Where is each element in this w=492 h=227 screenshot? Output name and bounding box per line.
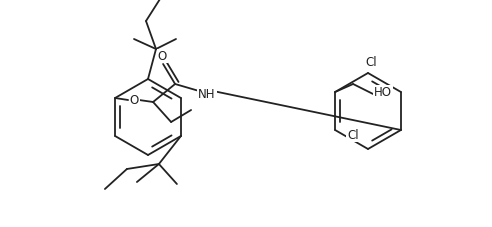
Text: NH: NH	[198, 87, 216, 100]
Text: O: O	[157, 50, 167, 63]
Text: HO: HO	[374, 86, 392, 99]
Text: Cl: Cl	[365, 56, 377, 69]
Text: O: O	[129, 94, 139, 107]
Text: Cl: Cl	[347, 129, 359, 142]
